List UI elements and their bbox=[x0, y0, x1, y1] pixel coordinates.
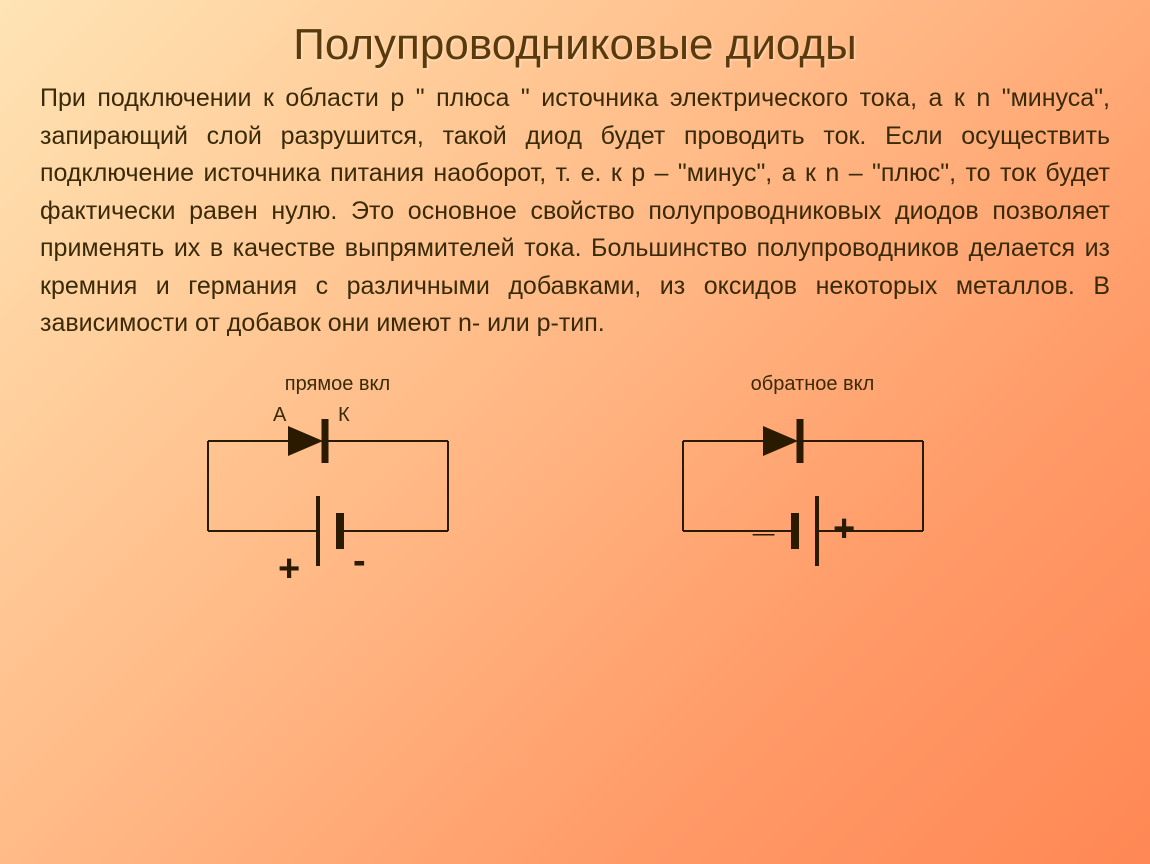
reverse-bias-diagram: обратное вкл bbox=[653, 373, 973, 613]
minus-symbol: - bbox=[353, 540, 366, 582]
cathode-label: К bbox=[338, 404, 350, 426]
diode-triangle-icon bbox=[763, 426, 798, 456]
diagrams-row: прямое вкл А К bbox=[40, 373, 1110, 613]
plus-symbol: + bbox=[278, 548, 300, 590]
diode-triangle-icon bbox=[288, 426, 323, 456]
anode-label: А bbox=[273, 404, 287, 426]
forward-bias-diagram: прямое вкл А К bbox=[178, 373, 498, 613]
reverse-circuit-svg: _ + bbox=[653, 401, 953, 611]
slide-body: При подключении к области p " плюса " ис… bbox=[40, 80, 1110, 343]
plus-symbol: + bbox=[833, 508, 855, 550]
forward-label: прямое вкл bbox=[178, 373, 498, 396]
slide-content: Полупроводниковые диоды При подключении … bbox=[0, 0, 1150, 633]
minus-symbol: _ bbox=[752, 498, 775, 540]
slide-title: Полупроводниковые диоды bbox=[40, 20, 1110, 70]
forward-circuit-svg: А К bbox=[178, 401, 478, 611]
reverse-label: обратное вкл bbox=[653, 373, 973, 396]
